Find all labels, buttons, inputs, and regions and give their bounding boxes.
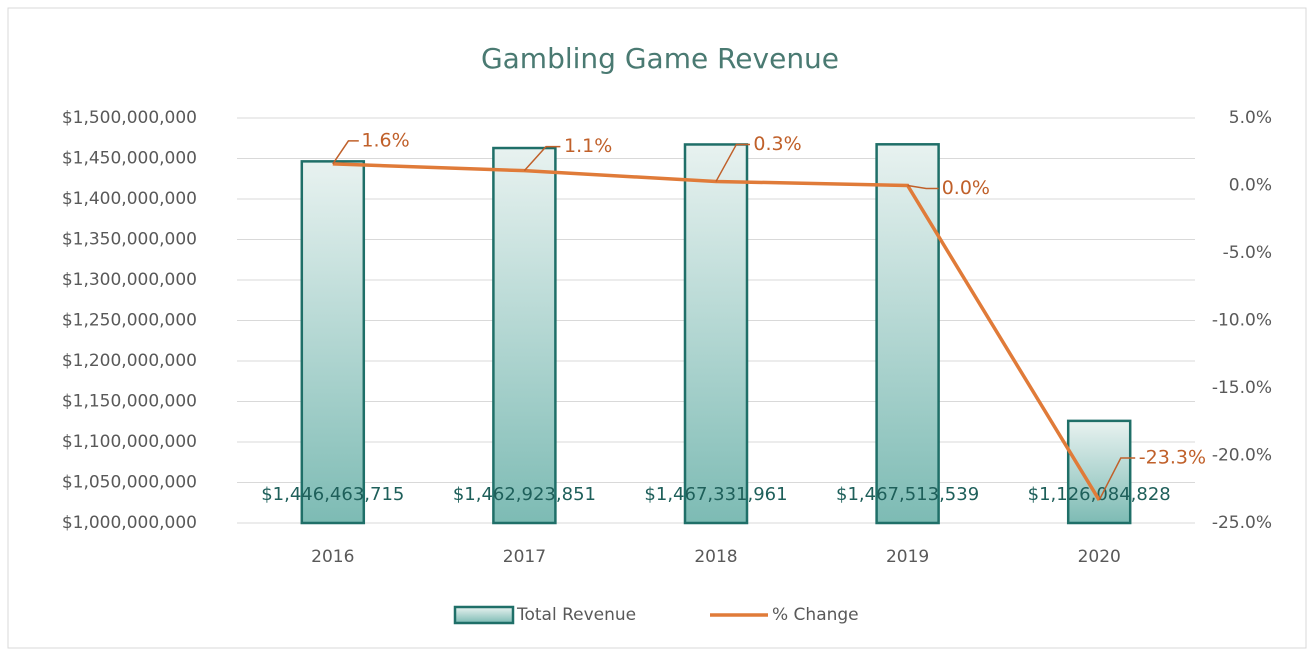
y-tick-label: $1,350,000,000 [62,230,197,250]
leader-line [907,184,939,190]
y-tick-label: $1,500,000,000 [62,108,197,128]
legend-label: Total Revenue [516,605,636,625]
y-tick-label: $1,250,000,000 [62,311,197,331]
y-tick-label: $1,200,000,000 [62,351,197,371]
leader-line [523,145,561,172]
line-value-label: -23.3% [1139,447,1206,469]
y2-tick-label: -20.0% [1212,446,1272,466]
leader-line [715,143,750,182]
line-value-label: 0.3% [753,133,801,155]
leader-line [1098,457,1136,501]
y2-tick-label: -5.0% [1223,243,1272,263]
bar [300,160,366,525]
line-value-label: 1.1% [564,135,612,157]
bar [1066,419,1132,525]
leader-line [332,140,359,165]
y-tick-label: $1,400,000,000 [62,189,197,209]
y-tick-label: $1,300,000,000 [62,270,197,290]
x-tick-label: 2020 [1078,547,1121,567]
chart-frame [7,7,1307,649]
y2-tick-label: -15.0% [1212,378,1272,398]
y-tick-label: $1,100,000,000 [62,432,197,452]
y2-tick-label: -25.0% [1212,513,1272,533]
y-tick-label: $1,450,000,000 [62,149,197,169]
y-tick-label: $1,150,000,000 [62,392,197,412]
bar-value-label: $1,126,084,828 [1028,484,1171,505]
y-tick-label: $1,000,000,000 [62,513,197,533]
legend-label: % Change [772,605,859,625]
x-tick-label: 2016 [311,547,354,567]
legend-swatch [453,605,515,625]
x-tick-label: 2018 [694,547,737,567]
y2-tick-label: 5.0% [1229,108,1272,128]
bar-value-label: $1,467,513,539 [836,484,979,505]
bar [683,143,749,525]
bar-value-label: $1,467,331,961 [644,484,787,505]
x-tick-label: 2019 [886,547,929,567]
bar-value-label: $1,446,463,715 [261,484,404,505]
bar [875,143,940,525]
x-tick-label: 2017 [503,547,546,567]
line-value-label: 1.6% [361,129,409,151]
bar-value-label: $1,462,923,851 [453,484,596,505]
y2-tick-label: -10.0% [1212,311,1272,331]
y2-tick-label: 0.0% [1229,176,1272,196]
y-tick-label: $1,050,000,000 [62,473,197,493]
line-value-label: 0.0% [942,177,990,199]
bar [492,146,557,525]
chart-title: Gambling Game Revenue [481,42,839,75]
